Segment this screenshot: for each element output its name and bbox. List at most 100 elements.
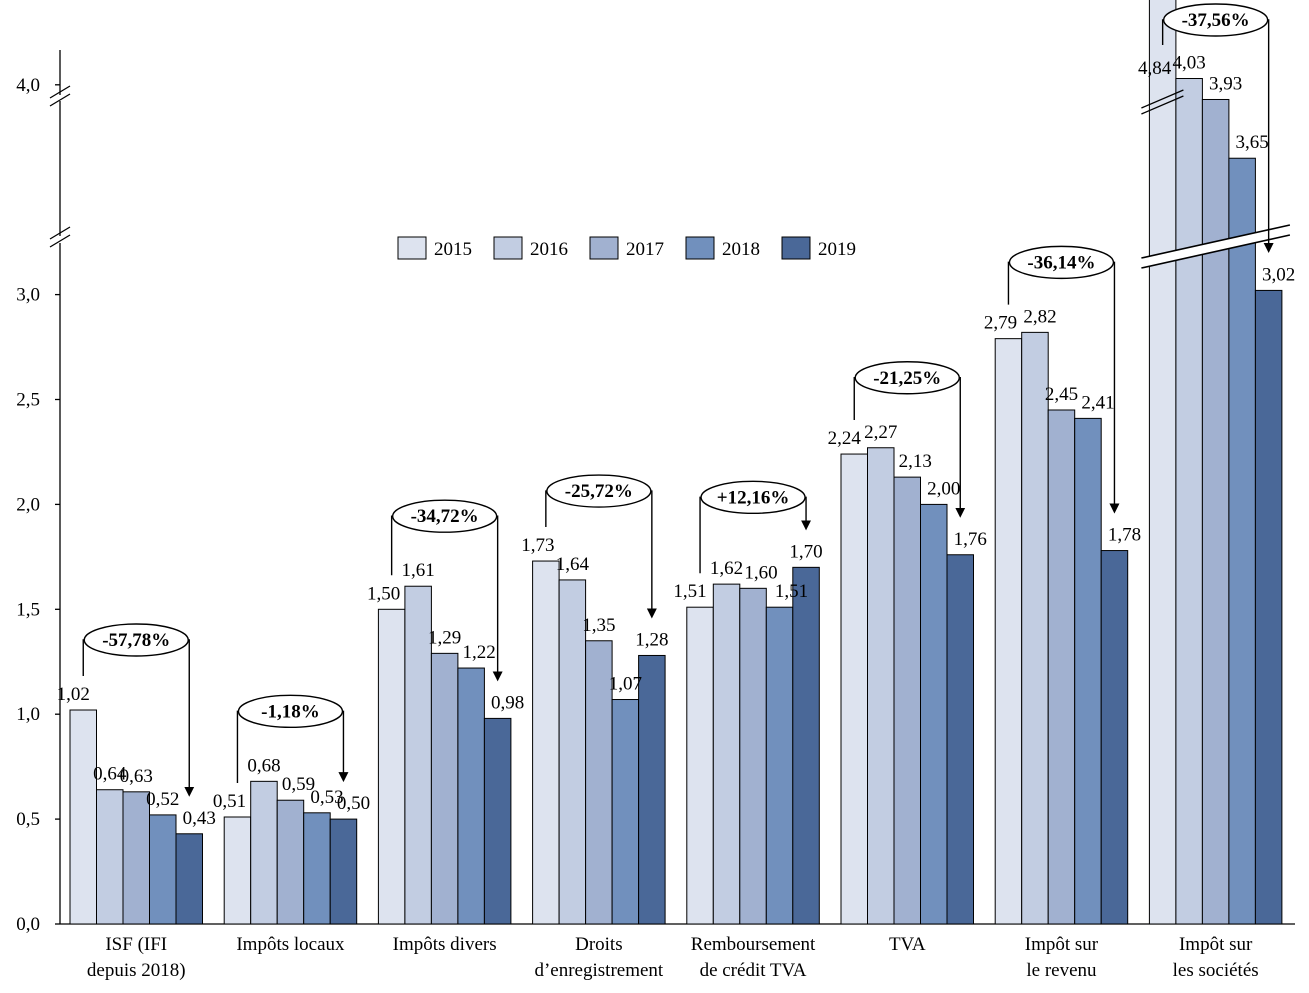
data-label: 1,51 — [775, 581, 808, 602]
annotation-oval — [700, 480, 806, 515]
y-tick-label: 2,5 — [16, 390, 40, 411]
data-label: 4,84 — [1138, 58, 1172, 79]
y-axis-break-mark — [49, 93, 71, 107]
legend-label: 2015 — [434, 239, 472, 260]
y-axis-break-mark — [49, 226, 71, 240]
legend-swatch — [397, 236, 427, 260]
data-label: 2,00 — [927, 478, 960, 499]
bar — [122, 791, 150, 925]
data-label: 2,13 — [899, 451, 932, 472]
data-label: 1,70 — [789, 541, 822, 562]
data-label: 2,82 — [1023, 306, 1056, 327]
bar — [149, 814, 177, 925]
annotation-percentage: +12,16% — [717, 487, 790, 508]
data-label: 0,98 — [491, 692, 524, 713]
bar — [223, 816, 252, 925]
bar — [1047, 409, 1076, 925]
bar — [611, 699, 640, 925]
legend-swatch — [781, 236, 811, 260]
y-tick-label: 4,0 — [16, 75, 40, 96]
data-label: 0,43 — [183, 808, 216, 829]
annotation-percentage: -57,78% — [102, 630, 170, 651]
category-label: Impôts locaux — [236, 934, 345, 955]
data-labels: 1,02 0,51 1,50 1,73 1,51 2,24 2,79 4,84 0,64 0,68… — [57, 53, 1296, 829]
bar — [377, 608, 406, 925]
category-label: Droits — [575, 934, 623, 955]
bar — [739, 587, 767, 925]
bar — [558, 579, 587, 925]
data-label: 1,51 — [673, 581, 706, 602]
bar — [1021, 331, 1049, 925]
y-tick-label: 0,0 — [16, 914, 40, 935]
bar — [686, 606, 714, 925]
annotation-brackets: -57,78% -1,18% -34,72% -25,72% +12,16% -21,25… — [82, 3, 1274, 797]
category-label: d’enregistrement — [534, 960, 663, 981]
bar — [430, 652, 459, 925]
annotation-oval — [83, 623, 189, 657]
y-axis-break-mark — [49, 85, 71, 99]
bar — [994, 338, 1023, 925]
legend-swatch — [589, 236, 619, 260]
data-label: 3,02 — [1262, 264, 1295, 285]
annotation-percentage: -25,72% — [565, 481, 633, 502]
data-label: 0,52 — [146, 789, 179, 810]
bar — [303, 812, 331, 925]
bar-break-gap — [1141, 225, 1290, 268]
data-label: 1,64 — [556, 554, 590, 575]
bars — [69, 0, 1291, 925]
data-label: 0,59 — [282, 774, 315, 795]
bar — [532, 560, 560, 925]
bar — [1100, 550, 1129, 925]
data-label: 2,41 — [1081, 392, 1114, 413]
data-label: 1,78 — [1108, 525, 1141, 546]
bar — [1175, 78, 1203, 925]
bar — [276, 799, 305, 925]
y-axis-break-mark — [49, 234, 71, 248]
category-label: Impôt sur — [1025, 934, 1099, 955]
data-label: 1,29 — [428, 627, 461, 648]
annotation-percentage: -34,72% — [411, 506, 479, 527]
bar — [585, 640, 613, 925]
bar — [483, 717, 512, 925]
bar — [1074, 417, 1102, 925]
data-label: 0,51 — [213, 791, 246, 812]
annotation-percentage: -36,14% — [1027, 252, 1095, 273]
data-label: 0,50 — [337, 793, 370, 814]
data-label: 1,60 — [744, 562, 777, 583]
bar — [329, 818, 358, 925]
bar — [1201, 98, 1230, 925]
category-labels: ISF (IFI depuis 2018) Impôts locaux Impôts … — [87, 934, 1259, 981]
annotation-oval — [1008, 245, 1115, 280]
annotation-percentage: -1,18% — [261, 701, 320, 722]
data-label: 3,93 — [1209, 73, 1242, 94]
legend-swatch — [685, 236, 715, 260]
bar — [920, 503, 948, 925]
y-tick-label: 2,0 — [16, 494, 40, 515]
annotation-percentage: -21,25% — [873, 368, 941, 389]
annotation-oval — [854, 361, 960, 395]
data-label: 4,03 — [1173, 53, 1206, 74]
category-label: Impôt sur — [1179, 934, 1253, 955]
bar — [1228, 157, 1256, 925]
legend-label: 2018 — [722, 239, 760, 260]
bar — [69, 709, 97, 925]
annotation-oval — [1162, 3, 1269, 37]
bar — [175, 833, 203, 925]
bar — [1254, 289, 1283, 925]
bar-break-mark — [1141, 89, 1184, 109]
bar — [250, 780, 278, 925]
data-label: 1,22 — [463, 642, 496, 663]
category-label: Remboursement — [691, 934, 816, 955]
annotation-oval — [391, 499, 498, 533]
annotation-oval — [546, 474, 652, 508]
bar-break-mark — [1141, 95, 1184, 115]
legend-label: 2019 — [818, 239, 856, 260]
legend-label: 2017 — [626, 239, 664, 260]
bar — [946, 554, 974, 925]
data-label: 2,27 — [864, 422, 897, 443]
data-label: 1,02 — [57, 684, 90, 705]
bar — [765, 606, 794, 925]
data-label: 1,73 — [521, 535, 554, 556]
category-label: Impôts divers — [393, 934, 497, 955]
bar — [96, 789, 124, 925]
